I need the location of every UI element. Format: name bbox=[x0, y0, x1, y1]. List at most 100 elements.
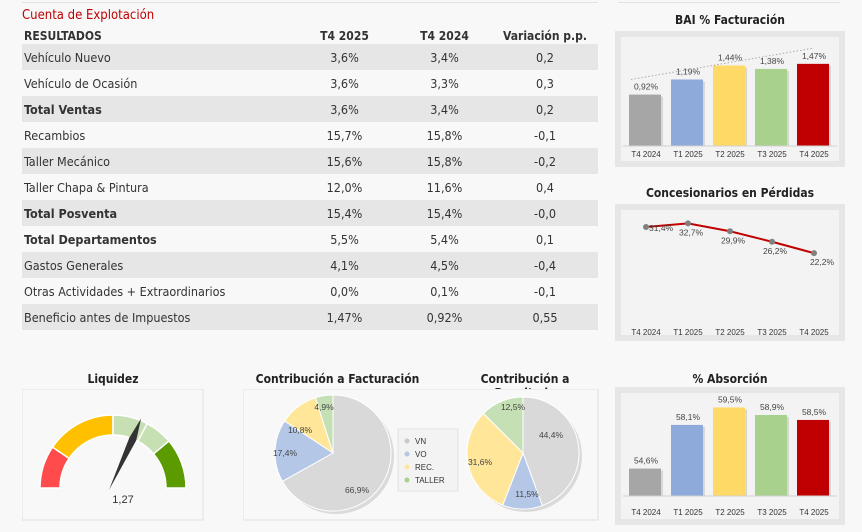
data-label: 1,38% bbox=[760, 56, 785, 66]
table-cell: Vehículo de Ocasión bbox=[24, 75, 138, 91]
table-cell: 15,6% bbox=[326, 153, 363, 169]
x-tick-label: T4 2025 bbox=[799, 508, 829, 517]
x-tick-label: T4 2025 bbox=[799, 328, 829, 337]
table-cell: -0,4 bbox=[534, 257, 556, 273]
x-tick-label: T4 2024 bbox=[631, 508, 661, 517]
table-cell: 3,3% bbox=[430, 75, 459, 91]
column-header: T4 2025 bbox=[320, 29, 369, 43]
data-label: 29,9% bbox=[721, 235, 746, 245]
table-cell: 1,47% bbox=[326, 309, 363, 325]
bar bbox=[713, 407, 745, 496]
x-tick-label: T1 2025 bbox=[673, 150, 703, 159]
table-cell: 3,6% bbox=[330, 49, 359, 65]
x-tick-label: T2 2025 bbox=[715, 328, 745, 337]
legend-marker bbox=[404, 477, 410, 483]
bar bbox=[629, 468, 661, 496]
table-row: Total Departamentos 5,5% 5,4% 0,1 bbox=[22, 226, 598, 252]
table-cell: 5,4% bbox=[430, 231, 459, 247]
results-table: RESULTADOS T4 2025 T4 2024 Variación p.p. Ve… bbox=[22, 28, 598, 330]
x-tick-label: T4 2024 bbox=[631, 328, 661, 337]
data-label: 58,1% bbox=[676, 412, 701, 422]
divider bbox=[618, 2, 840, 3]
x-tick-label: T2 2025 bbox=[715, 508, 745, 517]
table-cell: Otras Actividades + Extraordinarios bbox=[24, 283, 226, 299]
table-cell: 0,0% bbox=[330, 283, 359, 299]
trendline bbox=[630, 47, 815, 80]
table-row: Total Ventas 3,6% 3,4% 0,2 bbox=[22, 96, 598, 122]
bar bbox=[797, 419, 829, 496]
pie-label: 66,9% bbox=[345, 485, 370, 495]
table-cell: 12,0% bbox=[326, 179, 363, 195]
legend-label: VN bbox=[415, 437, 426, 446]
data-point bbox=[769, 238, 775, 245]
pie-slice bbox=[314, 394, 334, 454]
bai-chart: 0,92% T4 2024 1,19% T1 2025 1,44% T2 2025 1,38… bbox=[615, 31, 845, 167]
x-tick-label: T4 2025 bbox=[799, 150, 829, 159]
x-tick-label: T1 2025 bbox=[673, 508, 703, 517]
gauge-needle bbox=[109, 418, 142, 490]
legend-marker bbox=[404, 451, 410, 457]
table-cell: -0,1 bbox=[534, 283, 556, 299]
table-header: RESULTADOS T4 2025 T4 2024 Variación p.p. bbox=[22, 28, 598, 44]
table-cell: 15,7% bbox=[326, 127, 363, 143]
divider bbox=[22, 2, 598, 3]
table-cell: 11,6% bbox=[426, 179, 463, 195]
data-label: 58,9% bbox=[760, 402, 785, 412]
table-row: Otras Actividades + Extraordinarios 0,0% 0… bbox=[22, 278, 598, 304]
pie-label: 17,4% bbox=[273, 448, 298, 458]
x-tick-label: T2 2025 bbox=[715, 150, 745, 159]
data-label: 31,4% bbox=[649, 223, 674, 233]
section-title: Cuenta de Explotación bbox=[22, 8, 155, 23]
table-row: Vehículo de Ocasión 3,6% 3,3% 0,3 bbox=[22, 70, 598, 96]
table-row: Taller Mecánico 15,6% 15,8% -0,2 bbox=[22, 148, 598, 174]
table-cell: 0,2 bbox=[536, 49, 554, 65]
table-cell: 0,92% bbox=[426, 309, 463, 325]
pie-slice bbox=[522, 396, 580, 507]
table-cell: 15,8% bbox=[426, 153, 463, 169]
column-header: RESULTADOS bbox=[24, 29, 102, 43]
table-row: Taller Chapa & Pintura 12,0% 11,6% 0,4 bbox=[22, 174, 598, 200]
table-cell: 3,4% bbox=[430, 101, 459, 117]
pie-charts: 66,9% 17,4% 10,8% 4,9% 44,4% 11,5% 31,6% 12,5% V… bbox=[243, 389, 599, 521]
table-cell: Total Ventas bbox=[24, 101, 102, 117]
table-row: Vehículo Nuevo 3,6% 3,4% 0,2 bbox=[22, 44, 598, 70]
table-cell: -0,1 bbox=[534, 127, 556, 143]
x-tick-label: T1 2025 bbox=[673, 328, 703, 337]
table-cell: 15,8% bbox=[426, 127, 463, 143]
pie-label: 31,6% bbox=[468, 457, 493, 467]
data-label: 59,5% bbox=[718, 394, 743, 404]
table-row: Gastos Generales 4,1% 4,5% -0,4 bbox=[22, 252, 598, 278]
legend-label: REC. bbox=[415, 463, 434, 472]
table-cell: Total Departamentos bbox=[24, 231, 157, 247]
table-row: Recambios 15,7% 15,8% -0,1 bbox=[22, 122, 598, 148]
x-tick-label: T4 2024 bbox=[631, 150, 661, 159]
data-label: 22,2% bbox=[810, 257, 835, 267]
chart-title-absorcion: % Absorción bbox=[692, 372, 768, 386]
data-point bbox=[811, 250, 817, 257]
data-label: 0,92% bbox=[634, 82, 659, 92]
pie-label: 11,5% bbox=[515, 489, 539, 499]
legend-marker bbox=[404, 464, 410, 470]
bar bbox=[671, 424, 703, 496]
pie-slice bbox=[466, 412, 524, 506]
data-point bbox=[643, 224, 649, 231]
bar bbox=[755, 68, 787, 146]
table-cell: 3,6% bbox=[330, 75, 359, 91]
x-tick-label: T3 2025 bbox=[757, 150, 787, 159]
chart-title-bai: BAI % Facturación bbox=[675, 13, 785, 27]
bar bbox=[713, 65, 745, 146]
table-cell: 0,4 bbox=[536, 179, 554, 195]
chart-title-perdidas: Concesionarios en Pérdidas bbox=[645, 186, 815, 200]
column-header: T4 2024 bbox=[420, 29, 469, 43]
data-point bbox=[727, 228, 733, 235]
chart-title-liquidez: Liquidez bbox=[87, 372, 139, 386]
gauge-value: 1,27 bbox=[112, 494, 133, 506]
x-tick-label: T3 2025 bbox=[757, 508, 787, 517]
table-cell: 5,5% bbox=[330, 231, 359, 247]
bar bbox=[797, 63, 829, 147]
bar bbox=[629, 94, 661, 146]
table-cell: 0,55 bbox=[532, 309, 558, 325]
table-cell: 0,1% bbox=[430, 283, 459, 299]
data-label: 58,5% bbox=[802, 407, 827, 417]
chart-title-facturacion: Contribución a Facturación bbox=[255, 372, 420, 386]
